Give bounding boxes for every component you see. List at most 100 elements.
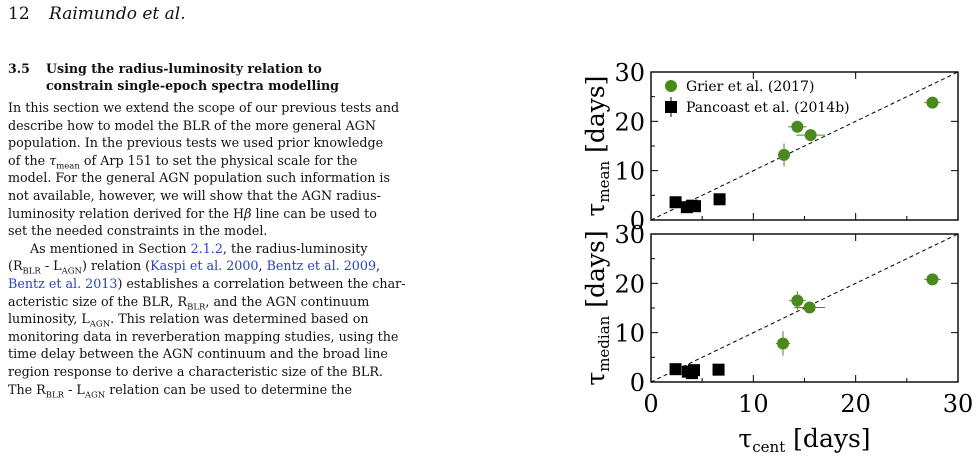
text-span: ) establishes a correlation between the … — [117, 275, 406, 291]
text-span: luminosity, L — [8, 311, 90, 327]
paragraph-1: In this section we extend the scope of o… — [8, 99, 535, 240]
x-axis-label: τcent [days] — [738, 424, 870, 456]
x-tick-label: 10 — [738, 390, 769, 418]
page-header: 12 Raimundo et al. — [8, 4, 186, 24]
text-span: , — [376, 258, 381, 274]
text-line: As mentioned in Section 2.1.2, the radiu… — [8, 240, 535, 258]
math-symbol: β — [244, 205, 252, 221]
text-line: population. In the previous tests we use… — [8, 134, 535, 152]
data-point-pancoast — [713, 193, 726, 206]
section-title-line2: constrain single-epoch spectra modelling — [46, 78, 339, 93]
text-span: - L — [64, 381, 85, 397]
text-line: luminosity relation derived for the Hβ l… — [8, 205, 535, 223]
subscript: AGN — [89, 319, 111, 330]
y-tick-label: 30 — [614, 221, 645, 249]
y-tick-label: 0 — [630, 369, 645, 397]
data-point-grier — [791, 120, 804, 133]
subscript: AGN — [84, 390, 106, 401]
text-span: acteristic size of the BLR, R — [8, 293, 188, 309]
panel-top: 0 10 20 30 — [614, 59, 959, 235]
text-line: The RBLR - LAGN relation can be used to … — [8, 381, 535, 401]
text-span: The R — [8, 381, 46, 397]
section-number: 3.5 — [8, 61, 30, 76]
y-tick-label: 10 — [614, 320, 645, 348]
text-span: (R — [8, 258, 23, 274]
data-point-pancoast — [712, 363, 725, 376]
citation-link[interactable]: 2.1.2 — [190, 240, 223, 256]
legend-label-grier: Grier et al. (2017) — [686, 79, 814, 95]
data-point-pancoast — [689, 200, 702, 213]
section-heading: 3.5 Using the radius-luminosity relation … — [8, 60, 528, 94]
axes-frame — [650, 71, 959, 221]
text-span: set the needed constraints in the model. — [8, 223, 268, 239]
y-tick-label: 0 — [630, 207, 645, 235]
text-line: luminosity, LAGN. This relation was dete… — [8, 310, 535, 330]
text-span: of Arp 151 to set the physical scale for… — [79, 152, 358, 168]
subscript: BLR — [22, 266, 41, 277]
data-point-grier — [777, 337, 790, 350]
running-title: Raimundo et al. — [49, 4, 186, 24]
text-line: In this section we extend the scope of o… — [8, 99, 535, 117]
text-span: line can be used to — [251, 205, 377, 221]
text-line: Bentz et al. 2013) establishes a correla… — [8, 275, 535, 293]
text-span: region response to derive a characterist… — [8, 363, 383, 379]
citation-link[interactable]: Bentz et al. 2013 — [8, 275, 118, 291]
x-tick-label: 20 — [840, 390, 871, 418]
data-point-pancoast — [669, 196, 682, 209]
data-point-pancoast — [669, 363, 682, 376]
text-span: ) relation ( — [81, 258, 151, 274]
text-span: , and the AGN continuum — [205, 293, 370, 309]
data-point-grier — [926, 273, 939, 286]
data-point-grier — [804, 129, 817, 142]
text-span: luminosity relation derived for the H — [8, 205, 245, 221]
text-span: . This relation was determined based on — [110, 311, 369, 327]
text-span: monitoring data in reverberation mapping… — [8, 328, 399, 344]
text-span: of the — [8, 152, 50, 168]
section-title-line1: Using the radius-luminosity relation to — [46, 61, 322, 76]
subscript: BLR — [187, 302, 206, 313]
data-point-grier — [926, 96, 939, 109]
data-point-pancoast — [687, 364, 700, 377]
citation-link[interactable]: Bentz et al. 2009 — [266, 258, 377, 274]
text-span: describe how to model the BLR of the mor… — [8, 117, 376, 133]
one-to-one-line — [651, 72, 958, 220]
subscript: BLR — [45, 390, 65, 401]
text-span: - L — [40, 258, 62, 274]
text-span: time delay between the AGN continuum and… — [8, 346, 388, 362]
text-line: describe how to model the BLR of the mor… — [8, 117, 535, 135]
legend: Grier et al. (2017) Pancoast et al. (2014… — [665, 79, 850, 117]
text-line: of the τmean of Arp 151 to set the physi… — [8, 152, 535, 172]
text-line: region response to derive a characterist… — [8, 363, 535, 381]
x-tick-label: 30 — [943, 390, 974, 418]
text-span: not available, however, we will show tha… — [8, 187, 381, 203]
page-number: 12 — [8, 4, 30, 24]
text-line: (RBLR - LAGN) relation (Kaspi et al. 200… — [8, 257, 535, 277]
paragraph-2: As mentioned in Section 2.1.2, the radiu… — [8, 240, 535, 401]
y-tick-label: 20 — [614, 270, 645, 298]
citation-link[interactable]: Kaspi et al. 2000 — [150, 258, 259, 274]
y-tick-label: 30 — [614, 59, 645, 87]
subscript: mean — [56, 161, 80, 172]
subscript: AGN — [61, 266, 82, 277]
text-span: relation can be used to determine the — [105, 381, 352, 397]
body-text: In this section we extend the scope of o… — [8, 99, 535, 401]
data-point-grier — [778, 148, 791, 161]
axes-frame — [650, 233, 959, 383]
text-span: In this section we extend the scope of o… — [8, 100, 400, 115]
text-line: time delay between the AGN continuum and… — [8, 345, 535, 363]
text-line: not available, however, we will show tha… — [8, 187, 535, 205]
legend-label-pancoast: Pancoast et al. (2014b) — [686, 100, 850, 116]
text-span: , — [258, 258, 267, 274]
data-point-grier — [791, 294, 804, 307]
text-span: , the radius-luminosity — [222, 240, 368, 256]
top-y-axis-label: τmean [days] — [581, 76, 613, 217]
x-tick-label: 0 — [643, 390, 658, 418]
text-line: model. For the general AGN population su… — [8, 169, 535, 187]
text-span: population. In the previous tests we use… — [8, 135, 384, 151]
text-span: model. For the general AGN population su… — [8, 170, 390, 186]
math-symbol: τ — [49, 152, 57, 168]
panel-bottom: 0 10 20 30 — [614, 221, 959, 397]
text-span: As mentioned in Section — [30, 240, 191, 256]
y-tick-label: 20 — [614, 108, 645, 136]
